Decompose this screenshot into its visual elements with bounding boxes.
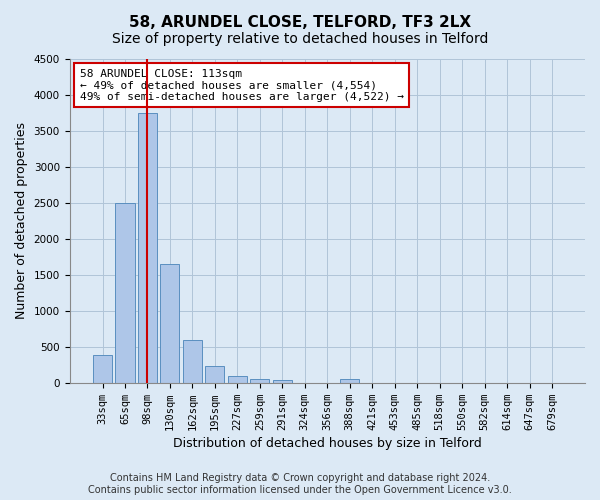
Text: 58 ARUNDEL CLOSE: 113sqm
← 49% of detached houses are smaller (4,554)
49% of sem: 58 ARUNDEL CLOSE: 113sqm ← 49% of detach… [80,68,404,102]
Bar [115,203,134,383]
Text: Contains HM Land Registry data © Crown copyright and database right 2024.
Contai: Contains HM Land Registry data © Crown c… [88,474,512,495]
Bar [93,356,112,383]
Bar [205,366,224,383]
Bar [138,113,157,383]
Bar [228,376,247,383]
Text: Size of property relative to detached houses in Telford: Size of property relative to detached ho… [112,32,488,46]
Bar [183,340,202,383]
Text: 58, ARUNDEL CLOSE, TELFORD, TF3 2LX: 58, ARUNDEL CLOSE, TELFORD, TF3 2LX [129,15,471,30]
Bar [273,380,292,383]
Y-axis label: Number of detached properties: Number of detached properties [15,122,28,320]
X-axis label: Distribution of detached houses by size in Telford: Distribution of detached houses by size … [173,437,482,450]
Bar [160,264,179,383]
Bar [250,378,269,383]
Bar [340,378,359,383]
